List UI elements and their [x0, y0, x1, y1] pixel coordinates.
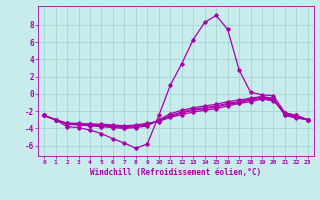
X-axis label: Windchill (Refroidissement éolien,°C): Windchill (Refroidissement éolien,°C): [91, 168, 261, 177]
